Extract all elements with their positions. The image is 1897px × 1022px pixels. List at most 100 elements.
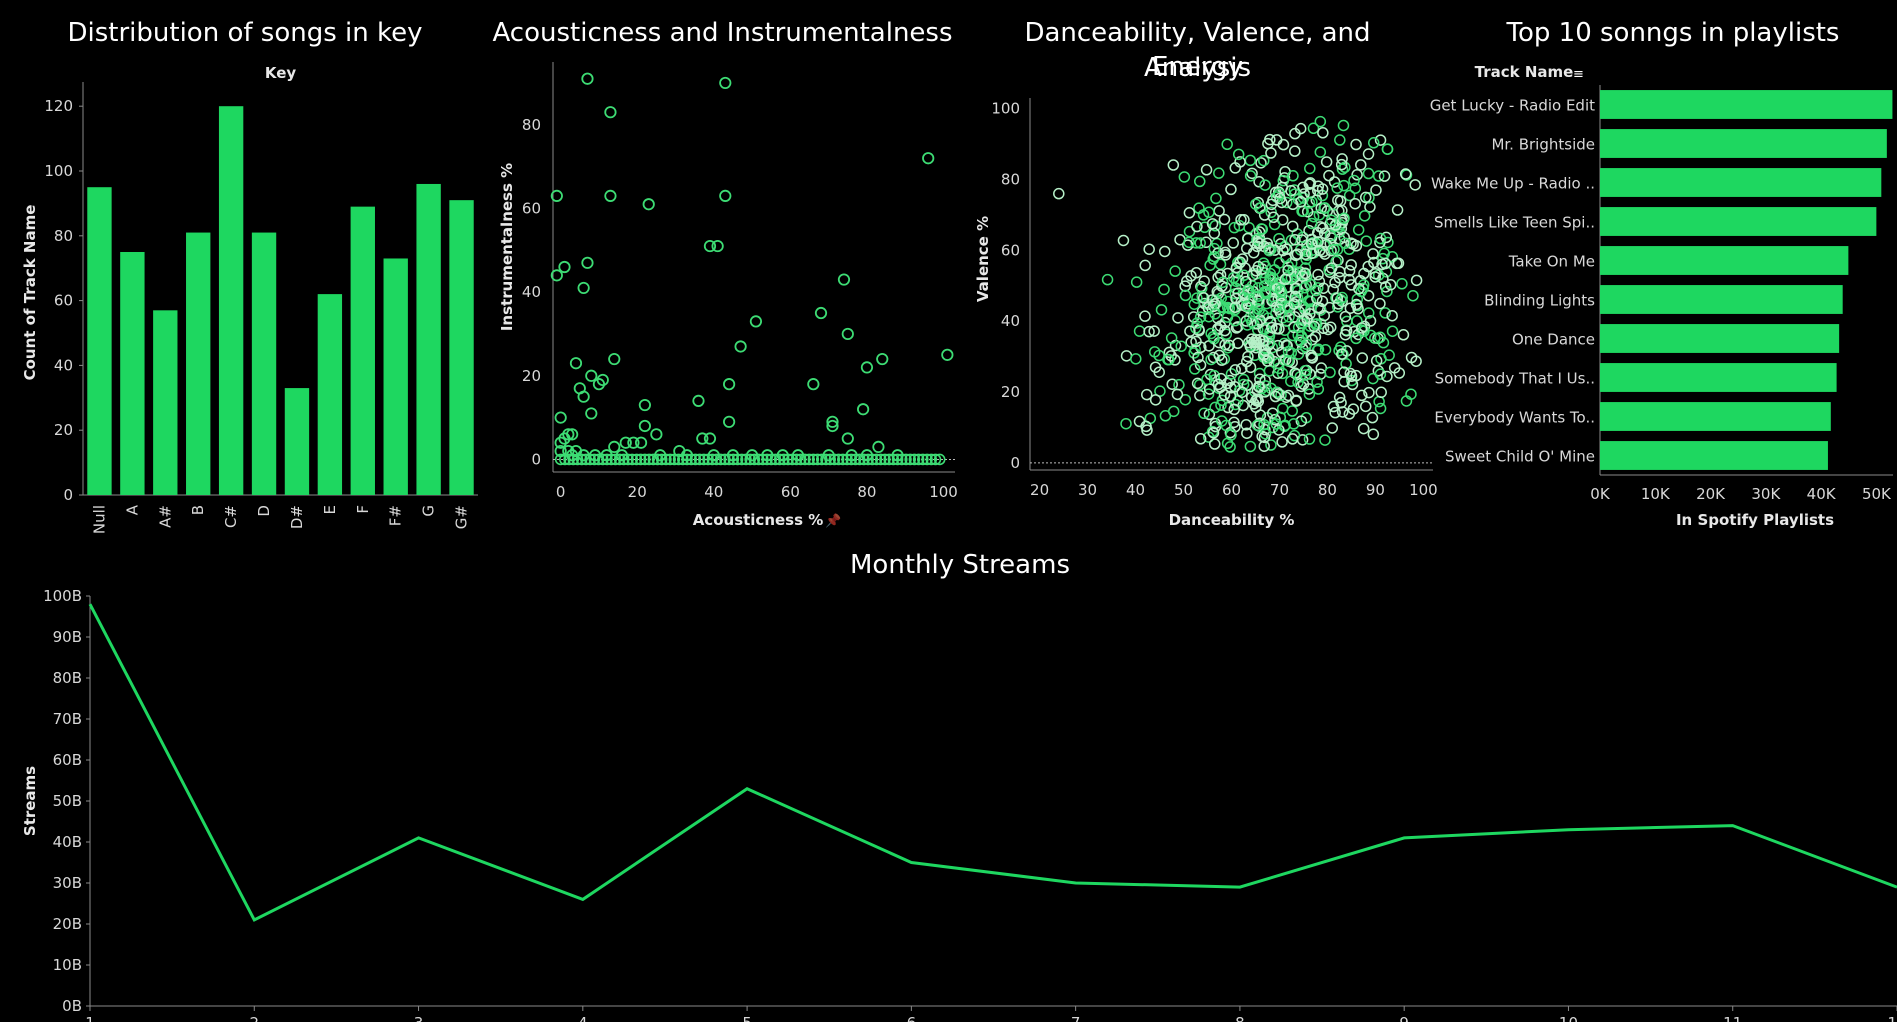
monthly-y-tick-label: 70B (53, 710, 82, 728)
key-bar (218, 106, 244, 495)
acoustic-y-tick-label: 60 (522, 199, 541, 217)
dance-point (1318, 227, 1331, 240)
dance-point (1301, 205, 1314, 218)
dance-point (1339, 161, 1351, 174)
dance-point (1207, 351, 1220, 364)
acoustic-x-tick-label: 60 (781, 483, 800, 501)
top10-bar (1600, 324, 1840, 353)
dance-point (1313, 244, 1326, 257)
dance-point (1303, 433, 1316, 445)
dance-point (1258, 440, 1270, 452)
dance-point (1352, 224, 1365, 236)
dance-point (1273, 232, 1285, 245)
dance-point (1261, 355, 1274, 367)
dance-point (1306, 351, 1318, 364)
acoustic-point (692, 394, 705, 407)
acoustic-point (680, 449, 694, 462)
dance-point (1396, 278, 1408, 290)
dance-point (1222, 341, 1234, 354)
dance-point (1201, 373, 1213, 386)
acoustic-point (837, 273, 851, 286)
monthly-y-tick-label: 0B (62, 997, 82, 1015)
dance-point (1178, 171, 1191, 183)
dance-point (1350, 138, 1362, 151)
acoustic-point (698, 453, 710, 466)
dance-point (1258, 154, 1270, 167)
acoustic-point (860, 361, 874, 374)
dance-point (1242, 284, 1254, 296)
dance-point (1276, 436, 1288, 448)
acoustic-point (761, 449, 774, 462)
dance-point (1350, 298, 1363, 311)
dance-point (1234, 256, 1247, 268)
acoustic-point (891, 449, 904, 462)
dance-point (1204, 259, 1216, 271)
dance-point (1140, 420, 1152, 433)
acoustic-point (643, 453, 655, 466)
dance-point (1253, 176, 1265, 188)
top10-x-tick-label: 20K (1696, 485, 1726, 503)
dance-x-axis-title: Danceability % (1169, 511, 1295, 529)
acoustic-point (922, 152, 935, 165)
dance-point (1376, 258, 1388, 271)
dance-point (1252, 196, 1264, 209)
dance-point (1265, 439, 1277, 451)
dance-point (1209, 220, 1222, 232)
dance-point (1229, 301, 1242, 313)
dance-point (1374, 232, 1387, 245)
dance-point (1194, 389, 1206, 402)
acoustic-point (908, 453, 921, 466)
top10-track-label: One Dance (1512, 331, 1595, 349)
monthly-line-chart: 0B10B20B30B40B50B60B70B80B90B100B1234567… (21, 587, 1897, 1022)
dance-point (1207, 331, 1219, 343)
dance-point (1273, 323, 1285, 335)
key-y-tick-label: 100 (44, 162, 73, 180)
dance-point (1316, 183, 1329, 195)
dance-y-axis-title: Valence % (974, 216, 992, 302)
dance-point (1240, 419, 1252, 431)
dance-point (1299, 369, 1312, 381)
dance-point (1300, 338, 1313, 350)
dance-point (1309, 318, 1322, 330)
dance-point (1314, 115, 1327, 128)
dance-point (1213, 167, 1225, 179)
key-y-tick-label: 40 (54, 356, 73, 374)
dance-point (1053, 187, 1065, 200)
dance-point (1171, 388, 1184, 401)
dance-point (1273, 424, 1285, 436)
dance-point (1309, 330, 1322, 343)
dance-point (1362, 167, 1375, 180)
monthly-x-tick-label: 3 (414, 1014, 424, 1022)
dance-point (1165, 332, 1178, 344)
dance-point (1196, 290, 1208, 303)
dance-point (1296, 288, 1309, 301)
acoustic-point (562, 428, 575, 441)
dance-point (1198, 407, 1210, 420)
acoustic-point (703, 239, 717, 253)
dance-point (1209, 438, 1221, 450)
monthly-x-tick-label: 9 (1399, 1014, 1409, 1022)
acoustic-point (703, 432, 717, 445)
dance-point (1172, 312, 1184, 324)
dance-point (1216, 276, 1229, 289)
dance-point (1241, 355, 1253, 368)
top10-x-tick-label: 50K (1862, 485, 1892, 503)
acoustic-point (696, 432, 709, 445)
dance-point (1333, 344, 1345, 357)
dance-point (1143, 243, 1155, 255)
dance-point (1208, 227, 1221, 240)
dance-point (1255, 157, 1267, 169)
dance-point (1218, 213, 1231, 226)
dance-point (1355, 159, 1367, 171)
dance-point (1120, 417, 1132, 430)
dance-point (1224, 390, 1237, 403)
dance-point (1215, 372, 1227, 385)
acoustic-point (895, 453, 908, 466)
dance-point (1391, 204, 1404, 216)
dance-point (1336, 291, 1348, 304)
key-x-tick-label: F (354, 505, 372, 514)
dance-point (1315, 202, 1328, 214)
acoustic-point (857, 403, 870, 416)
dance-point (1369, 267, 1382, 280)
dance-point (1348, 174, 1360, 187)
